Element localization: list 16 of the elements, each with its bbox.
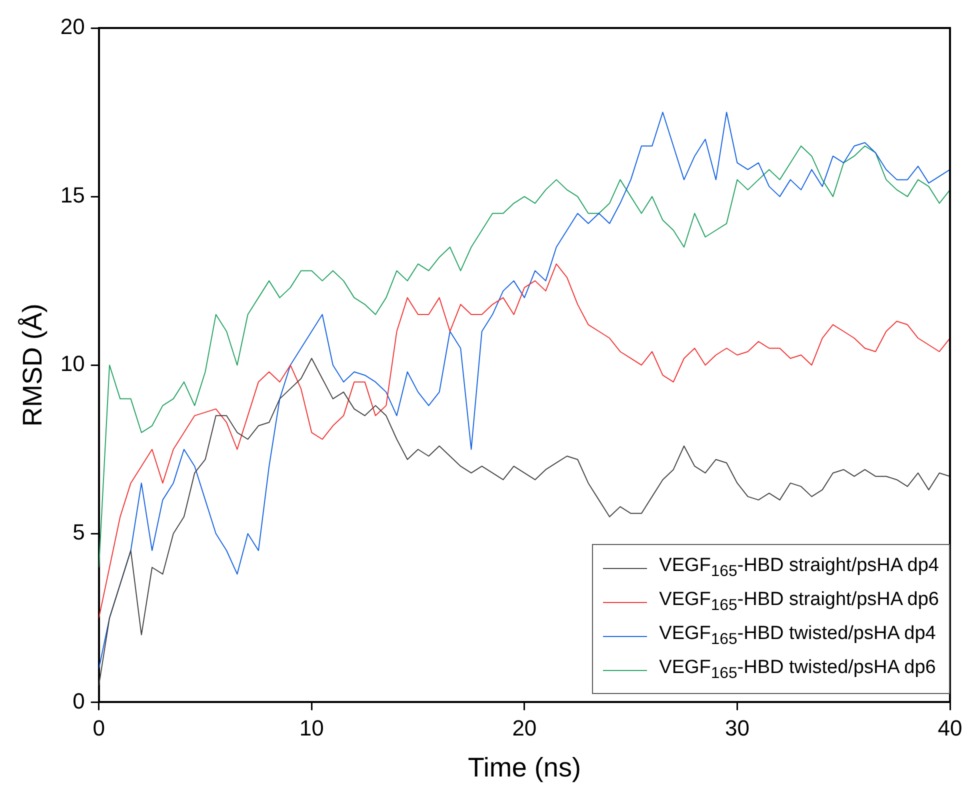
y-tick-label: 10 — [60, 351, 85, 376]
y-tick-label: 15 — [60, 182, 85, 208]
legend-label: VEGF$_{165}$-HBD twisted/psHA dp4 — [659, 623, 936, 650]
x-axis-title: Time (ns) — [468, 752, 581, 782]
x-tick-label: 10 — [299, 715, 324, 740]
x-tick-label: 40 — [938, 715, 962, 740]
x-tick-label: 20 — [512, 715, 537, 740]
y-tick-label: 0 — [72, 688, 85, 714]
legend-label: VEGF$_{165}$-HBD twisted/psHA dp6 — [659, 657, 936, 684]
legend-label: VEGF$_{165}$-HBD straight/psHA dp6 — [659, 589, 939, 616]
x-tick-label: 30 — [724, 715, 750, 740]
y-tick-label: 5 — [72, 520, 85, 545]
y-tick-label: 20 — [60, 14, 85, 40]
y-axis-title: RMSD (Å) — [18, 304, 48, 427]
legend-label: VEGF$_{165}$-HBD straight/psHA dp4 — [659, 555, 939, 582]
x-tick-label: 0 — [92, 715, 105, 740]
